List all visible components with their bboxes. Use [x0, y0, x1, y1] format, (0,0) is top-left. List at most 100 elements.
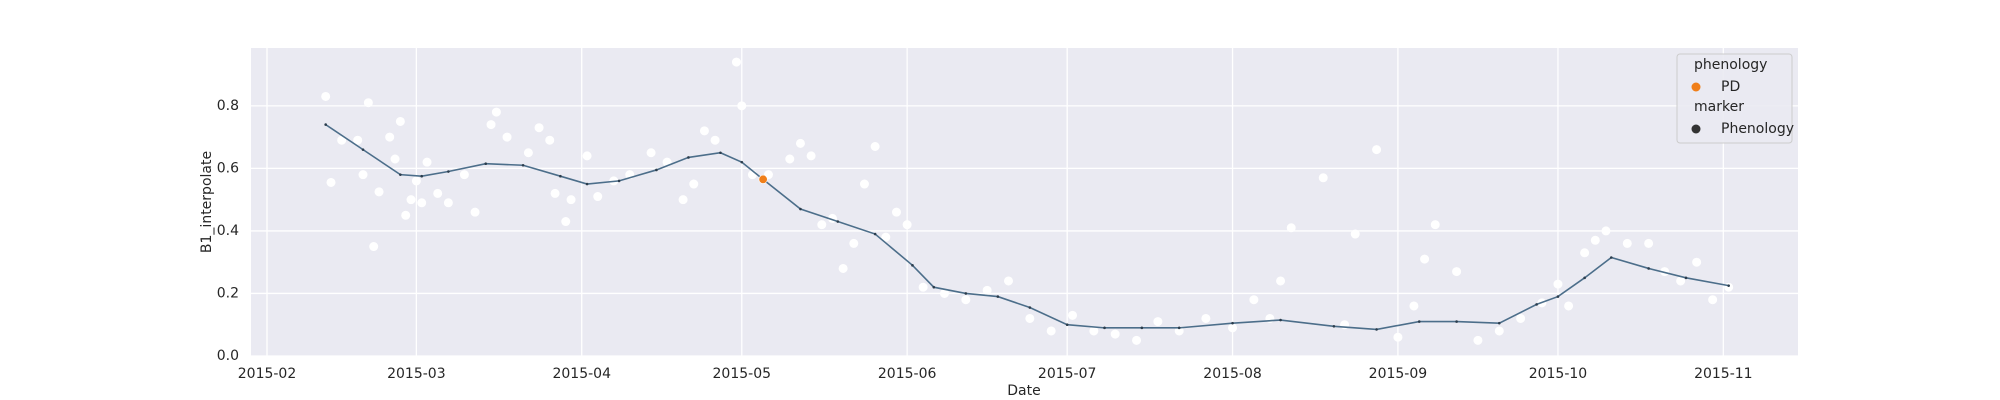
data-point	[433, 188, 443, 198]
data-point	[1430, 220, 1440, 230]
line-vertex	[1231, 321, 1234, 325]
data-point	[1516, 313, 1526, 323]
data-point	[849, 238, 859, 248]
data-point	[353, 135, 363, 145]
x-tick-label: 2015-08	[1203, 366, 1262, 382]
line-vertex	[399, 173, 402, 176]
data-point	[1153, 317, 1163, 327]
data-point	[1025, 313, 1035, 323]
line-vertex	[911, 264, 914, 267]
line-vertex	[617, 179, 621, 183]
line-vertex	[1028, 306, 1032, 309]
data-point	[785, 154, 795, 164]
y-tick-label: 0.4	[217, 223, 239, 239]
data-point	[545, 135, 555, 145]
legend-marker	[1691, 124, 1701, 134]
data-point	[486, 120, 496, 130]
data-point	[699, 126, 709, 136]
data-point	[321, 91, 331, 101]
data-point	[678, 195, 688, 205]
data-point	[369, 242, 379, 252]
data-point	[731, 57, 741, 67]
line-vertex	[1177, 326, 1181, 330]
line-vertex	[1279, 318, 1282, 322]
data-point	[1276, 276, 1286, 286]
data-point	[1228, 323, 1238, 333]
line-vertex	[719, 151, 722, 155]
data-point	[411, 176, 421, 186]
data-point	[1249, 295, 1259, 305]
line-vertex	[1375, 328, 1378, 331]
data-point	[566, 195, 576, 205]
line-vertex	[687, 156, 690, 159]
data-point	[358, 170, 368, 180]
line-vertex	[836, 220, 840, 223]
line-vertex	[964, 292, 968, 295]
data-point	[1452, 267, 1462, 277]
data-point	[401, 210, 411, 220]
data-point	[422, 157, 432, 167]
data-point	[891, 207, 901, 217]
data-point	[550, 188, 560, 198]
data-point	[417, 198, 427, 208]
data-point	[1372, 145, 1382, 155]
data-point	[1350, 229, 1360, 239]
x-axis-label: Date	[1007, 383, 1040, 399]
line-vertex	[1583, 276, 1586, 280]
y-tick-label: 0.0	[217, 348, 239, 364]
data-point	[817, 220, 827, 230]
y-axis-label: B1_interpolate	[199, 151, 215, 253]
data-point	[1644, 238, 1654, 248]
grid	[251, 48, 1798, 357]
data-point	[326, 177, 336, 187]
y-tick-label: 0.8	[217, 98, 239, 114]
line-vertex	[1417, 320, 1421, 323]
data-point	[1110, 329, 1120, 339]
line-vertex	[655, 168, 658, 172]
data-point	[1409, 301, 1419, 311]
line-vertex	[1609, 256, 1613, 259]
data-point	[1590, 235, 1600, 245]
data-point	[1494, 326, 1504, 336]
line-vertex	[361, 148, 365, 151]
line-vertex	[324, 123, 327, 126]
line-vertex	[740, 160, 744, 164]
line-vertex	[559, 174, 562, 178]
data-point	[561, 217, 571, 227]
data-point	[646, 148, 656, 158]
line-vertex	[1332, 324, 1336, 328]
data-point	[838, 263, 848, 273]
data-point	[1708, 295, 1718, 305]
data-point	[1046, 326, 1056, 336]
data-point	[881, 232, 891, 242]
data-point	[459, 170, 469, 180]
data-point	[870, 141, 880, 151]
data-point	[902, 220, 912, 230]
data-point	[1473, 335, 1483, 345]
data-point	[1089, 326, 1099, 336]
legend-title: phenology	[1694, 57, 1767, 73]
data-point	[689, 179, 699, 189]
plot-background	[251, 48, 1798, 356]
line-vertex	[447, 170, 450, 173]
line-vertex	[1684, 276, 1688, 280]
legend-label: PD	[1721, 79, 1740, 95]
line-vertex	[521, 163, 525, 167]
x-tick-label: 2015-05	[713, 366, 772, 382]
line-vertex	[1535, 303, 1538, 306]
legend-label: Phenology	[1721, 121, 1794, 137]
data-point	[806, 151, 816, 161]
data-point	[1622, 238, 1632, 248]
x-tick-label: 2015-09	[1369, 366, 1428, 382]
x-tick-label: 2015-07	[1038, 366, 1097, 382]
legend-box	[1676, 53, 1793, 144]
data-point	[1420, 254, 1430, 264]
line-vertex	[1497, 321, 1501, 325]
x-tick-label: 2015-11	[1694, 366, 1753, 382]
data-point	[982, 285, 992, 295]
line-vertex	[1647, 267, 1650, 270]
line-vertex	[799, 207, 802, 211]
data-point	[390, 154, 400, 164]
data-point	[534, 123, 544, 133]
